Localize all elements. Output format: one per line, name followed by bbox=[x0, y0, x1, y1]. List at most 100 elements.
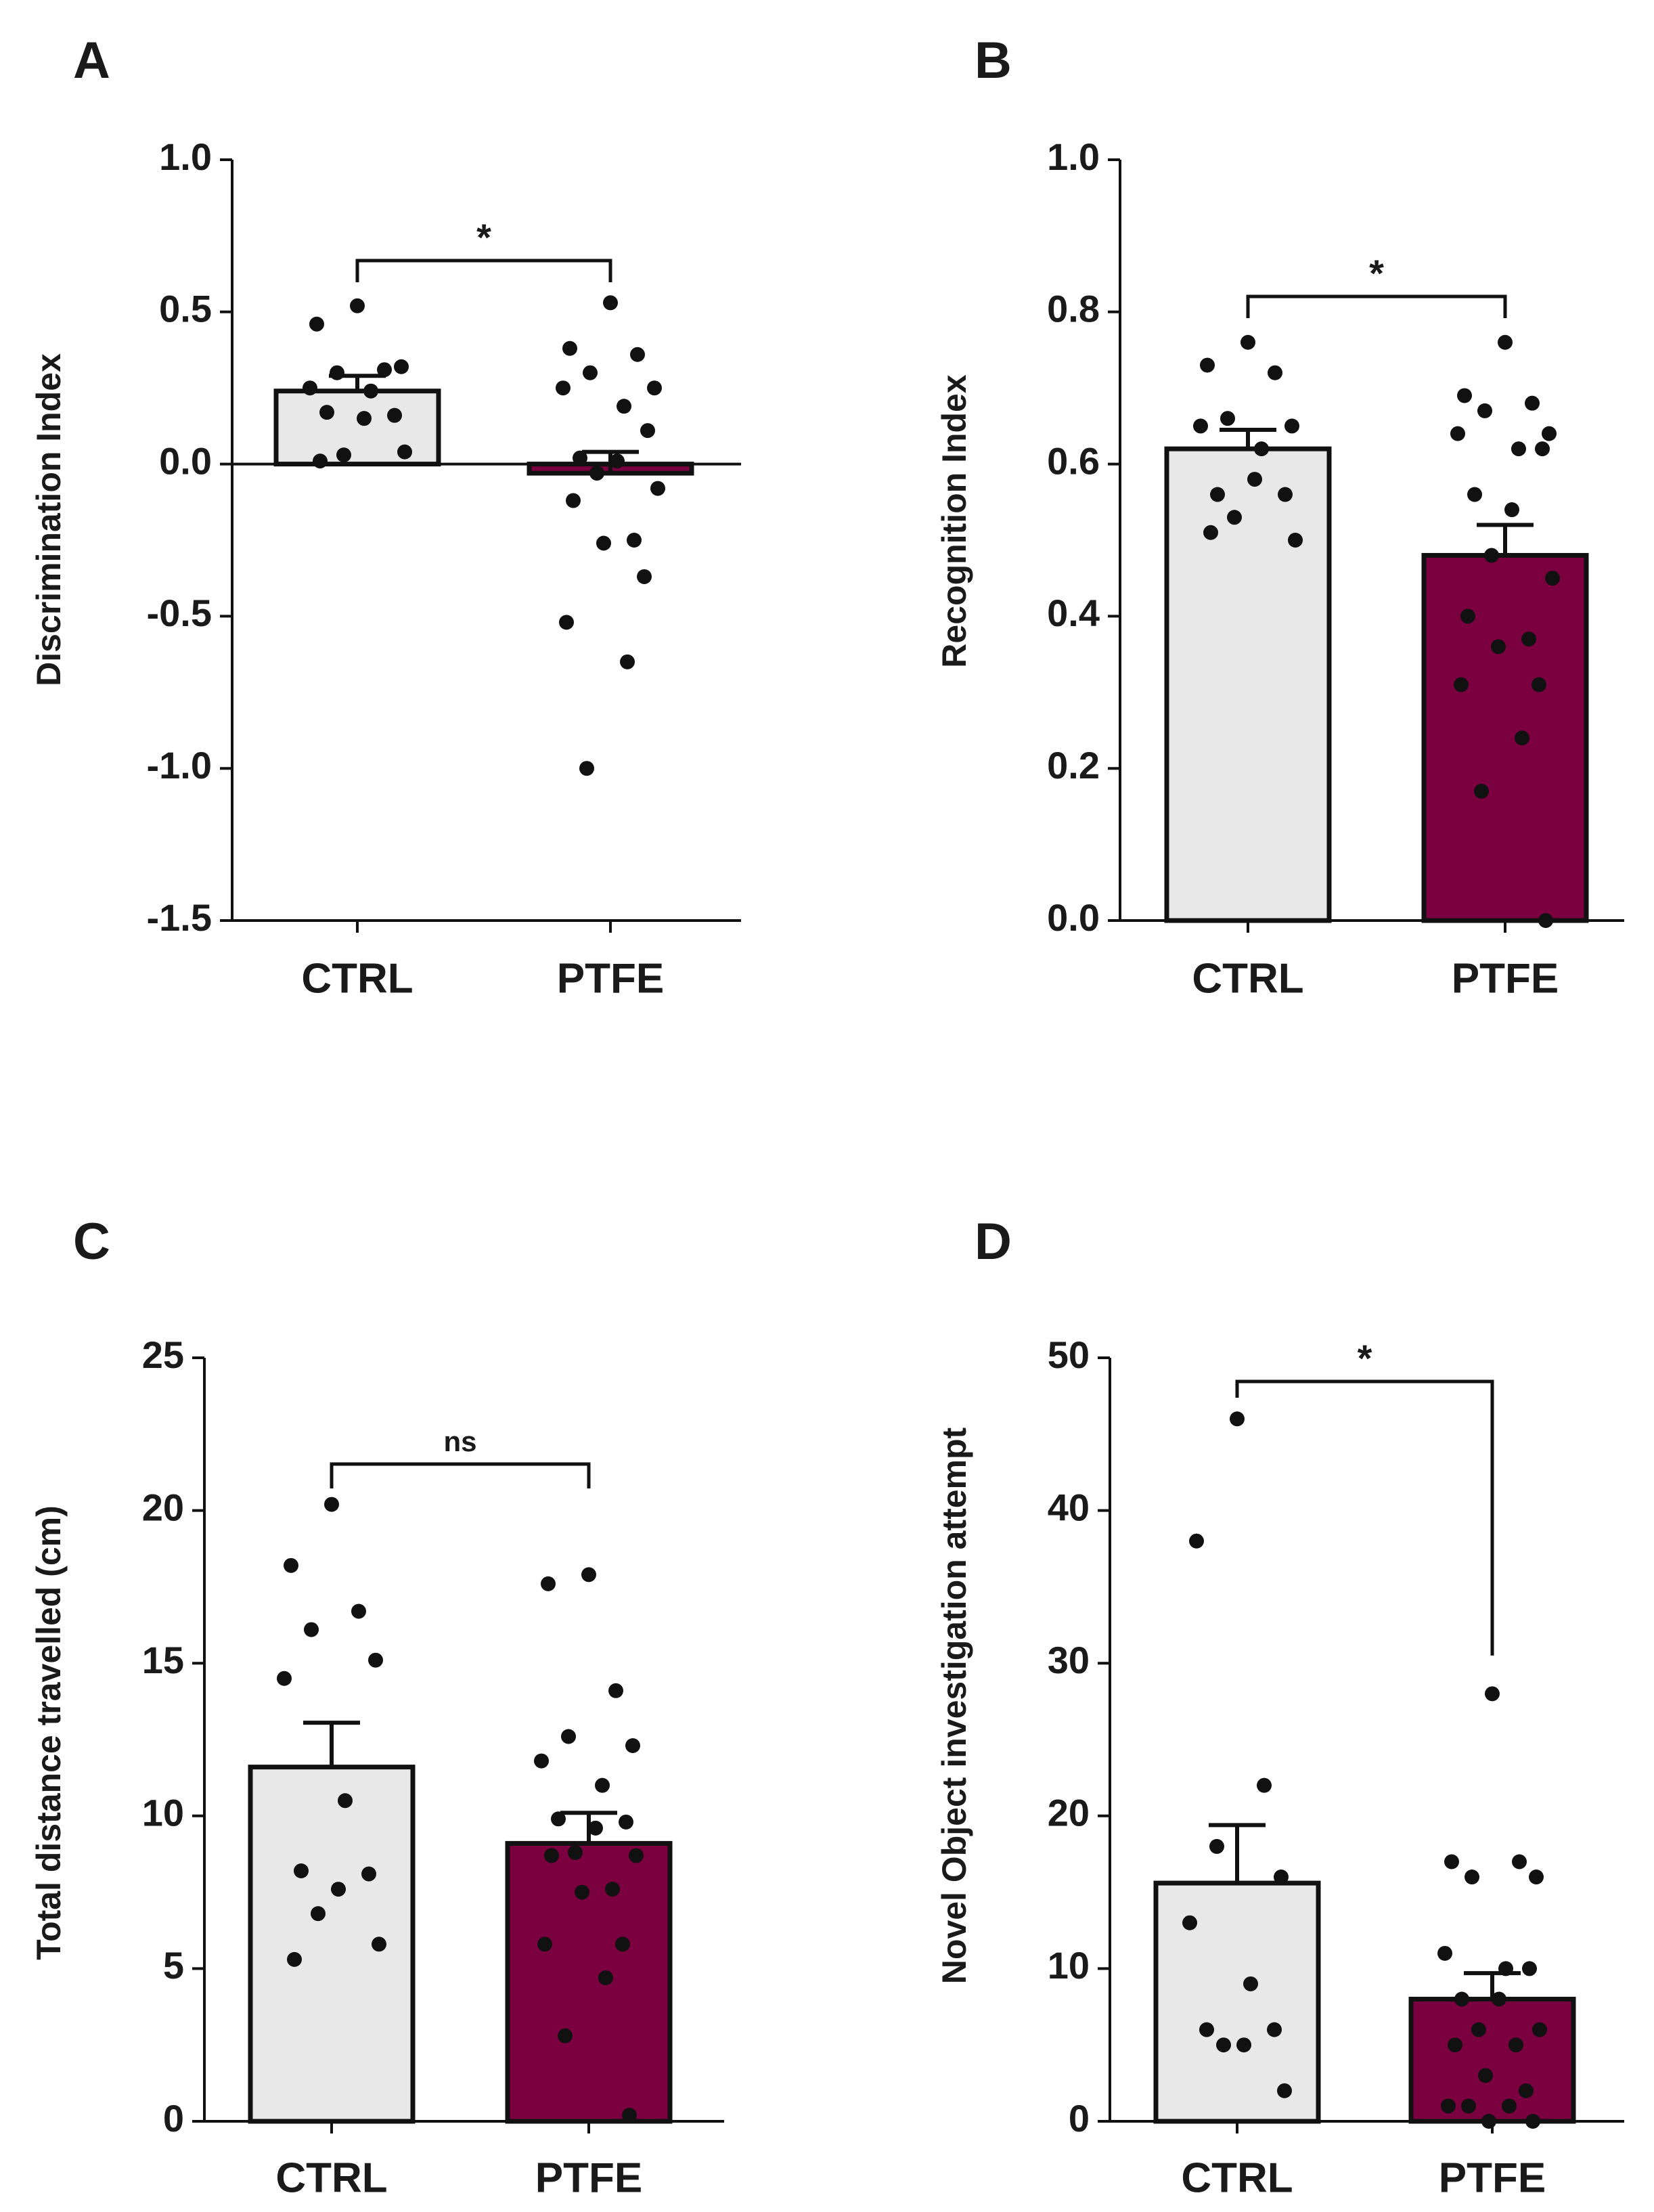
panel-c-y-tick-label: 15 bbox=[142, 1639, 184, 1681]
panel-b-significance-bracket bbox=[1246, 294, 1507, 318]
panel-d-point-ptfe bbox=[1525, 2114, 1540, 2129]
panel-a-point-ctrl bbox=[303, 380, 317, 396]
panel-c-y-axis-label: Total distance travelled (cm) bbox=[30, 1505, 68, 1960]
panel-d-point-ctrl bbox=[1267, 2022, 1282, 2037]
panel-d-point-ctrl bbox=[1209, 1838, 1224, 1854]
panel-b-point-ctrl bbox=[1227, 510, 1242, 525]
panel-b-x-tick-label: PTFE bbox=[1452, 955, 1559, 1002]
panel-c-point-ctrl bbox=[361, 1866, 376, 1882]
panel-d-point-ptfe bbox=[1471, 2022, 1486, 2037]
panel-c-point-ptfe bbox=[575, 1884, 589, 1900]
panel-d-point-ptfe bbox=[1441, 2098, 1456, 2114]
panel-b-point-ctrl bbox=[1288, 533, 1303, 548]
panel-b-point-ptfe bbox=[1515, 730, 1529, 746]
panel-c-y-tick-label: 0 bbox=[163, 2097, 184, 2140]
panel-c-point-ptfe bbox=[622, 2107, 637, 2123]
panel-d-point-ptfe bbox=[1478, 2068, 1493, 2083]
panel-b-x-tick-label: CTRL bbox=[1192, 955, 1303, 1002]
panel-d-x-tick-label: PTFE bbox=[1439, 2154, 1546, 2201]
panel-a-point-ptfe bbox=[556, 380, 571, 396]
panel-b-point-ptfe bbox=[1511, 441, 1526, 457]
panel-c-point-ptfe bbox=[615, 1937, 630, 1952]
panel-c-y-tick-label: 5 bbox=[163, 1944, 184, 1987]
panel-d-point-ptfe bbox=[1512, 1854, 1527, 1870]
panel-a-point-ctrl bbox=[313, 454, 328, 469]
panel-b-point-ctrl bbox=[1278, 487, 1293, 502]
panel-a-point-ctrl bbox=[309, 316, 324, 332]
panel-d-point-ptfe bbox=[1444, 1854, 1459, 1870]
panel-b-point-ptfe bbox=[1454, 677, 1469, 692]
panel-c-y-tick-label: 25 bbox=[142, 1333, 184, 1376]
panel-d-point-ptfe bbox=[1465, 1870, 1479, 1885]
panel-d-point-ptfe bbox=[1481, 2114, 1496, 2129]
panel-c-bar-ptfe bbox=[505, 1840, 673, 2124]
panel-c-point-ptfe bbox=[625, 1738, 640, 1754]
panel-b-point-ptfe bbox=[1498, 334, 1513, 350]
panel-d-point-ctrl bbox=[1182, 1915, 1197, 1930]
panel-a-point-ptfe bbox=[637, 569, 652, 584]
panel-a-bar-ctrl bbox=[273, 389, 441, 467]
panel-c-point-ptfe bbox=[629, 1848, 644, 1863]
panel-c-point-ctrl bbox=[368, 1652, 383, 1668]
panel-b-point-ptfe bbox=[1474, 783, 1489, 799]
panel-c-point-ptfe bbox=[588, 1820, 603, 1836]
panel-b-y-axis-label: Recognition Index bbox=[935, 374, 973, 668]
panel-d-point-ptfe bbox=[1508, 2037, 1523, 2053]
panel-b: B Recognition Index 1.0 0.8 0.6 0.4 0.2 0.0 CTRL… bbox=[935, 32, 1624, 1002]
panel-b-point-ptfe bbox=[1450, 426, 1465, 441]
panel-a-point-ptfe bbox=[579, 761, 594, 776]
panel-d-y-tick-label: 30 bbox=[1048, 1639, 1090, 1681]
panel-d-point-ptfe bbox=[1498, 1961, 1513, 1976]
panel-a-point-ctrl bbox=[330, 365, 344, 380]
panel-b-point-ptfe bbox=[1535, 441, 1550, 457]
panel-b-letter: B bbox=[975, 32, 1012, 89]
panel-d-point-ptfe bbox=[1437, 1945, 1452, 1961]
panel-d-point-ctrl bbox=[1243, 1976, 1258, 1991]
panel-d-x-tick-label: CTRL bbox=[1181, 2154, 1293, 2201]
panel-c-point-ctrl bbox=[311, 1906, 326, 1922]
panel-a-significance-bracket bbox=[355, 259, 612, 282]
panel-a-point-ctrl bbox=[397, 444, 412, 460]
panel-c-point-ptfe bbox=[568, 1844, 583, 1860]
panel-a-point-ptfe bbox=[603, 295, 618, 311]
panel-a-y-tick-label: -1.5 bbox=[147, 896, 213, 939]
panel-c-point-ptfe bbox=[608, 1683, 623, 1698]
panel-a-x-tick-label: CTRL bbox=[301, 955, 413, 1002]
panel-b-point-ctrl bbox=[1200, 357, 1215, 373]
panel-a-point-ctrl bbox=[387, 407, 402, 423]
panel-c-y-tick-label: 10 bbox=[142, 1792, 184, 1834]
panel-b-point-ptfe bbox=[1538, 913, 1553, 928]
panel-d-point-ptfe bbox=[1532, 2022, 1547, 2037]
panel-d-point-ptfe bbox=[1492, 1991, 1506, 2007]
panel-d-point-ctrl bbox=[1274, 1870, 1289, 1885]
panel-c-significance-bracket bbox=[330, 1462, 591, 1488]
panel-b-y-tick-label: 0.0 bbox=[1047, 896, 1100, 939]
panel-d-y-tick-label: 0 bbox=[1069, 2097, 1090, 2140]
panel-a-point-ptfe bbox=[559, 615, 574, 630]
panel-c-point-ctrl bbox=[351, 1603, 366, 1619]
panel-a-point-ptfe bbox=[630, 347, 645, 362]
panel-b-point-ptfe bbox=[1457, 388, 1472, 403]
panel-b-point-ctrl bbox=[1284, 418, 1299, 434]
panel-a-point-ptfe bbox=[647, 380, 662, 396]
panel-b-point-ctrl bbox=[1203, 525, 1218, 540]
panel-a-point-ptfe bbox=[562, 340, 577, 356]
panel-a: A Discrimination Index 1.0 0.5 0.0 -0.5 -1.0 -1… bbox=[30, 32, 741, 1002]
panel-c-point-ctrl bbox=[284, 1557, 298, 1573]
panel-c-point-ctrl bbox=[338, 1793, 353, 1809]
panel-b-point-ptfe bbox=[1491, 639, 1506, 655]
panel-a-y-axis-label: Discrimination Index bbox=[30, 353, 68, 686]
panel-b-point-ctrl bbox=[1247, 472, 1262, 487]
panel-b-point-ptfe bbox=[1525, 395, 1540, 411]
panel-b-point-ptfe bbox=[1467, 487, 1482, 502]
panel-a-point-ctrl bbox=[377, 362, 392, 378]
panel-a-point-ptfe bbox=[596, 535, 611, 551]
panel-a-point-ptfe bbox=[589, 466, 604, 481]
panel-b-y-tick-label: 0.4 bbox=[1047, 592, 1100, 634]
panel-c-y-tick-label: 20 bbox=[142, 1486, 184, 1528]
panel-c-point-ctrl bbox=[324, 1497, 339, 1512]
panel-c-point-ctrl bbox=[304, 1622, 319, 1637]
panel-c-point-ptfe bbox=[558, 2028, 573, 2043]
panel-d-point-ctrl bbox=[1216, 2037, 1231, 2053]
